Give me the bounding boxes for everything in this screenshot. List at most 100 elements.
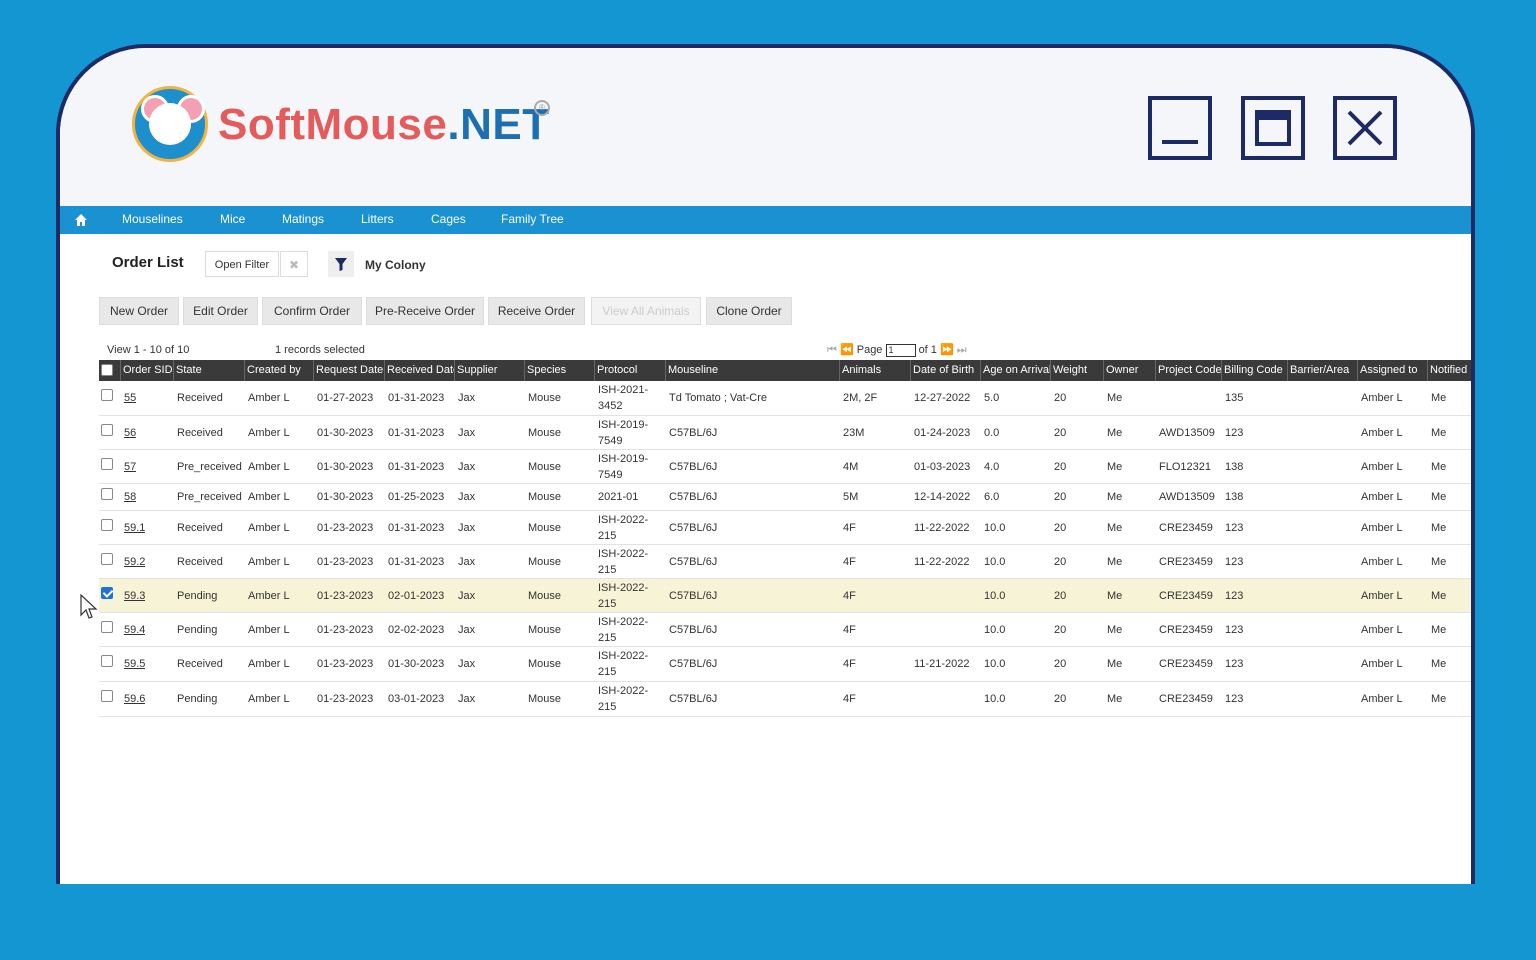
- last-page-icon[interactable]: ⏭: [956, 344, 967, 356]
- table-row[interactable]: 59.5 Received Amber L 01-23-2023 01-30-2023 J…: [99, 647, 1471, 682]
- row-checkbox[interactable]: [101, 690, 113, 702]
- table-row[interactable]: 59.6 Pending Amber L 01-23-2023 03-01-2023 Ja…: [99, 682, 1471, 717]
- logo-soft: SoftMouse: [218, 100, 448, 149]
- column-header[interactable]: Protocol: [594, 360, 665, 381]
- cell-age: 10.0: [984, 555, 1006, 568]
- order-sid-link[interactable]: 58: [124, 491, 137, 503]
- cell-project: AWD13509: [1159, 426, 1215, 439]
- nav-mouselines[interactable]: Mouselines: [122, 212, 183, 226]
- view-all-animals-button[interactable]: View All Animals: [591, 297, 701, 325]
- pre-receive-order-button[interactable]: Pre-Receive Order: [366, 297, 484, 325]
- cell-species: Mouse: [528, 589, 562, 602]
- cell-rec: 02-01-2023: [388, 589, 445, 602]
- table-row[interactable]: 59.1 Received Amber L 01-23-2023 01-31-2023 J…: [99, 511, 1471, 545]
- row-checkbox[interactable]: [101, 552, 113, 565]
- close-button[interactable]: [1333, 96, 1397, 160]
- cell-assigned: Amber L: [1361, 460, 1403, 473]
- view-count: View 1 - 10 of 10: [107, 344, 190, 356]
- column-header[interactable]: Date of Birth: [910, 360, 980, 381]
- cell-project: CRE23459: [1159, 589, 1213, 602]
- column-header[interactable]: Billing Code: [1221, 360, 1287, 381]
- protocol-line-1: ISH-2022-: [598, 615, 649, 628]
- select-all-checkbox[interactable]: [101, 364, 113, 376]
- table-row[interactable]: 59.2 Received Amber L 01-23-2023 01-31-2023 J…: [99, 545, 1471, 579]
- table-row[interactable]: 59.3 Pending Amber L 01-23-2023 02-01-2023 Ja…: [99, 579, 1471, 613]
- table-row[interactable]: 57 Pre_received Amber L 01-30-2023 01-31-202…: [99, 450, 1471, 484]
- cell-dob: 12-27-2022: [914, 392, 971, 404]
- cell-billing: 123: [1225, 658, 1244, 670]
- column-header[interactable]: Received Date: [384, 360, 454, 381]
- column-header[interactable]: Animals: [839, 360, 910, 381]
- cell-state: Pre_received: [177, 491, 242, 503]
- row-checkbox[interactable]: [101, 423, 113, 436]
- column-header[interactable]: Created by: [244, 360, 313, 381]
- cell-notified: Me: [1431, 589, 1447, 602]
- cell-project: CRE23459: [1159, 521, 1213, 534]
- protocol-line-1: ISH-2021-: [598, 384, 649, 396]
- nav-cages[interactable]: Cages: [431, 212, 466, 226]
- prev-page-icon[interactable]: ⏪: [839, 344, 854, 356]
- home-icon[interactable]: [74, 213, 88, 227]
- column-header[interactable]: State: [173, 360, 244, 381]
- row-checkbox[interactable]: [101, 389, 113, 401]
- column-header[interactable]: Assigned to: [1357, 360, 1427, 381]
- row-checkbox[interactable]: [101, 620, 113, 633]
- column-header[interactable]: Supplier: [454, 360, 524, 381]
- order-sid-link[interactable]: 55: [124, 392, 137, 404]
- cell-req: 01-23-2023: [317, 693, 374, 705]
- page-input[interactable]: 1: [885, 343, 916, 357]
- row-checkbox[interactable]: [101, 655, 113, 667]
- cell-billing: 123: [1225, 426, 1244, 439]
- column-header[interactable]: Owner: [1103, 360, 1155, 381]
- first-page-icon[interactable]: ⏮: [827, 344, 837, 356]
- table-row[interactable]: 55 Received Amber L 01-27-2023 01-31-2023 Jax…: [99, 381, 1471, 416]
- cell-assigned: Amber L: [1361, 693, 1403, 705]
- column-header[interactable]: Weight: [1050, 360, 1103, 381]
- column-header[interactable]: Mouseline: [665, 360, 839, 381]
- confirm-order-button[interactable]: Confirm Order: [262, 297, 362, 325]
- row-checkbox[interactable]: [101, 518, 113, 531]
- table-row[interactable]: 56 Received Amber L 01-30-2023 01-31-2023 Jax…: [99, 416, 1471, 450]
- order-sid-link[interactable]: 56: [124, 426, 137, 439]
- order-sid-link[interactable]: 59.6: [124, 693, 146, 705]
- cell-protocol: ISH-2022- 215: [598, 648, 666, 680]
- minimize-button[interactable]: [1148, 96, 1212, 160]
- nav-family-tree[interactable]: Family Tree: [501, 212, 564, 226]
- cell-supplier: Jax: [458, 555, 476, 568]
- row-checkbox[interactable]: [101, 488, 113, 500]
- table-row[interactable]: 59.4 Pending Amber L 01-23-2023 02-02-2023 Ja…: [99, 613, 1471, 647]
- edit-order-button[interactable]: Edit Order: [183, 297, 258, 325]
- cell-state: Received: [177, 555, 223, 568]
- clear-filter-button[interactable]: ✖: [280, 251, 308, 277]
- receive-order-button[interactable]: Receive Order: [488, 297, 585, 325]
- column-header[interactable]: Species: [524, 360, 594, 381]
- cell-project: CRE23459: [1159, 658, 1213, 670]
- clone-order-button[interactable]: Clone Order: [706, 297, 792, 325]
- maximize-button[interactable]: [1241, 96, 1305, 160]
- column-header[interactable]: Project Code: [1155, 360, 1221, 381]
- cell-state: Pending: [177, 693, 218, 705]
- order-sid-link[interactable]: 59.3: [124, 589, 146, 602]
- column-header[interactable]: Request Date: [313, 360, 384, 381]
- order-sid-link[interactable]: 59.1: [124, 521, 146, 534]
- row-checkbox[interactable]: [101, 586, 113, 599]
- open-filter-button[interactable]: Open Filter: [205, 251, 279, 277]
- colony-filter-button[interactable]: [328, 251, 354, 277]
- cell-state: Received: [177, 392, 223, 404]
- column-header[interactable]: Notified: [1427, 360, 1471, 381]
- row-checkbox[interactable]: [101, 457, 113, 470]
- order-sid-link[interactable]: 59.2: [124, 555, 146, 568]
- nav-mice[interactable]: Mice: [220, 212, 246, 226]
- order-sid-link[interactable]: 59.5: [124, 658, 146, 670]
- nav-matings[interactable]: Matings: [282, 212, 325, 226]
- cell-state: Pre_received: [177, 460, 242, 473]
- column-header[interactable]: Barrier/Area: [1287, 360, 1357, 381]
- order-sid-link[interactable]: 57: [124, 460, 137, 473]
- column-header[interactable]: Order SID: [120, 360, 173, 381]
- new-order-button[interactable]: New Order: [99, 297, 179, 325]
- next-page-icon[interactable]: ⏩: [939, 344, 954, 356]
- order-sid-link[interactable]: 59.4: [124, 623, 146, 636]
- nav-litters[interactable]: Litters: [361, 212, 394, 226]
- column-header[interactable]: Age on Arrival: [980, 360, 1050, 381]
- table-row[interactable]: 58 Pre_received Amber L 01-30-2023 01-25-202…: [99, 484, 1471, 511]
